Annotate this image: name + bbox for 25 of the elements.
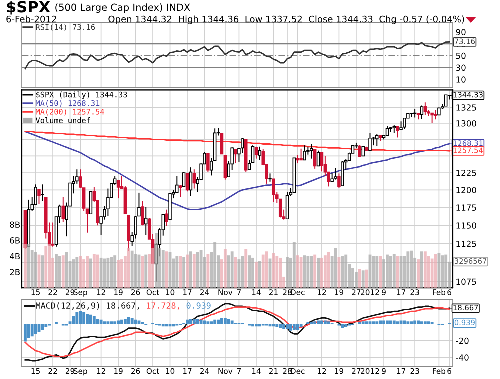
y-tick-label: 1200 [456, 187, 476, 194]
y-tick-label: 50 [456, 52, 466, 60]
y2-tick-label: 6B [10, 238, 20, 244]
chart-title: $SPX [7, 0, 50, 15]
y-tick-label: 1325 [456, 104, 476, 111]
annotation: 0.939 [186, 302, 211, 309]
y-tick-label: -20 [456, 338, 469, 344]
chart-subtitle: (500 Large Cap Index) INDX [56, 4, 190, 14]
y-tick-label: 1150 [456, 222, 476, 229]
legend-label: MACD(12,26,9) 18.667, [36, 302, 140, 310]
text: 6-Feb-2012 [6, 16, 56, 23]
y-tick-label: 1125 [456, 240, 476, 248]
y-tick-label: 1075 [456, 278, 476, 286]
y-tick-label: 30 [456, 64, 466, 72]
y-tick-label: 1225 [456, 170, 476, 176]
y-tick-label: 1300 [456, 120, 476, 127]
y2-tick-label: 8B [10, 222, 20, 228]
y-tick-label: -40 [456, 354, 469, 361]
y-tick-label: 10 [456, 76, 466, 83]
y2-tick-label: 4B [10, 253, 20, 260]
y2-tick-label: 2B [10, 269, 20, 276]
annotation: Open 1344.32 High 1344.36 Low 1337.52 Close 1344.33 Chg -0.57 (-0.04%) [108, 16, 464, 24]
y-tick-label: 90 [456, 29, 466, 36]
y-tick-label: 1175 [456, 204, 476, 211]
text: 17.728, [147, 302, 180, 310]
